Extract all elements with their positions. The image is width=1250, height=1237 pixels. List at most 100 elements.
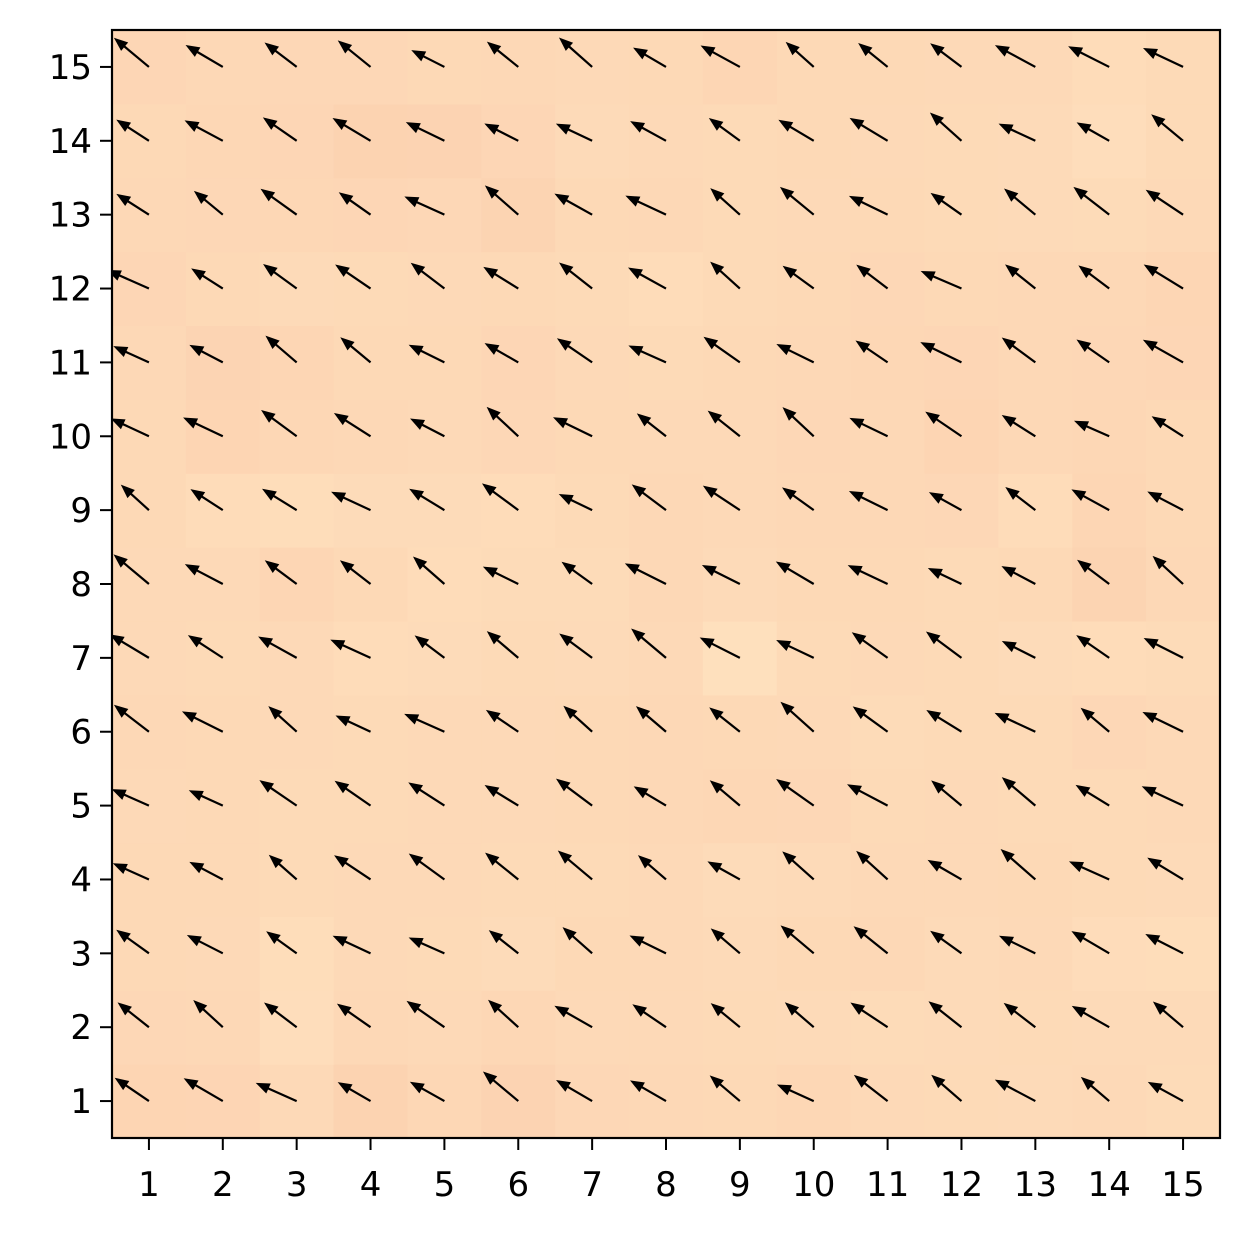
vector-arrow [184, 120, 224, 142]
vector-arrow [780, 701, 815, 733]
vector-arrow [998, 123, 1036, 142]
vector-arrow [185, 45, 224, 68]
vector-arrow [116, 193, 150, 216]
vector-arrow [775, 561, 815, 585]
heatmap-cell [333, 547, 409, 622]
vector-arrow [559, 262, 593, 290]
vector-arrow [630, 121, 667, 142]
vector-arrow [858, 43, 889, 68]
x-tick-label: 1 [138, 1165, 160, 1205]
heatmap-cell [702, 1064, 778, 1138]
vector-arrow [557, 850, 593, 881]
heatmap-cell [998, 916, 1073, 991]
heatmap-cell [185, 547, 261, 622]
x-tick-label: 13 [1014, 1165, 1057, 1205]
heatmap-cell [185, 103, 261, 179]
heatmap-cell [1072, 399, 1147, 474]
heatmap-cell [629, 768, 704, 844]
x-tick-label: 5 [434, 1165, 456, 1205]
heatmap-cell [555, 325, 630, 400]
heatmap-cell [481, 990, 556, 1065]
vector-arrow [331, 491, 371, 512]
heatmap-cell [555, 916, 630, 991]
vector-arrow [785, 41, 815, 68]
vector-arrow [405, 122, 445, 142]
heatmap-cell [998, 547, 1073, 622]
vector-arrow [994, 712, 1036, 733]
heatmap-cell [776, 325, 852, 400]
heatmap-cell [259, 547, 335, 622]
heatmap-cell [259, 620, 335, 696]
heatmap-cell [259, 177, 335, 253]
heatmap-cell [333, 694, 409, 770]
heatmap-cell [629, 251, 704, 327]
vector-arrow [264, 1002, 298, 1029]
y-tick-label: 12 [49, 270, 92, 310]
vector-arrow [848, 195, 889, 216]
vector-arrow [1075, 784, 1110, 807]
heatmap-cell [407, 916, 482, 991]
heatmap-cell [1146, 473, 1220, 548]
y-tick-label: 7 [70, 639, 92, 679]
heatmap-cell [259, 473, 335, 548]
heatmap-cell [407, 103, 482, 179]
x-tick-label: 8 [655, 1165, 677, 1205]
vector-arrow [707, 410, 741, 438]
heatmap-cell [185, 399, 261, 474]
heatmap-cell [481, 916, 556, 991]
heatmap-cell [333, 1064, 409, 1138]
vector-arrow [1145, 934, 1184, 955]
vector-arrow [409, 488, 445, 512]
vector-arrow [1143, 637, 1184, 659]
vector-arrow [852, 706, 889, 733]
heatmap-cell [481, 547, 556, 622]
heatmap-cell [924, 990, 999, 1065]
vector-arrow [117, 1002, 150, 1029]
heatmap-cell [333, 768, 409, 844]
heatmap-cell [185, 916, 261, 991]
heatmap-cell [1072, 990, 1147, 1065]
heatmap-cell [112, 916, 187, 991]
vector-arrow [702, 485, 741, 512]
vector-arrow [998, 935, 1036, 955]
heatmap-cell [1072, 916, 1147, 991]
vector-arrow [556, 338, 593, 364]
vector-arrow [484, 123, 519, 142]
vector-arrow [925, 631, 963, 659]
vector-arrow [263, 264, 298, 290]
heatmap-cell [185, 694, 261, 770]
vector-arrow [193, 1000, 224, 1029]
heatmap-cell [998, 325, 1073, 400]
vector-arrow [1142, 48, 1184, 68]
heatmap-cell [702, 620, 778, 696]
heatmap-cell [112, 620, 187, 696]
x-tick-label: 14 [1088, 1165, 1131, 1205]
heatmap-cell [555, 620, 630, 696]
heatmap-cell [702, 547, 778, 622]
heatmap-cell [998, 1064, 1073, 1138]
vector-arrow [1068, 861, 1110, 881]
heatmap-cell [259, 990, 335, 1065]
vector-arrow [112, 634, 150, 659]
vector-arrow [853, 1074, 889, 1102]
heatmap-cell [407, 30, 482, 105]
vector-arrow [340, 337, 372, 364]
vector-arrow [258, 636, 298, 659]
vector-arrow [337, 1082, 372, 1103]
vector-arrow [920, 270, 962, 290]
vector-arrow [255, 1082, 298, 1103]
vector-arrow [847, 565, 889, 585]
heatmap-cell [776, 620, 852, 696]
heatmap-cell [333, 251, 409, 327]
heatmap-cell [1146, 30, 1220, 105]
y-tick-label: 13 [49, 196, 92, 236]
vector-arrow [856, 264, 889, 290]
heatmap-cell [259, 1064, 335, 1138]
heatmap-cell [1146, 768, 1220, 844]
heatmap-cell [481, 620, 556, 696]
heatmap-cell [776, 177, 852, 253]
heatmap-cell [998, 620, 1073, 696]
heatmap-cell [629, 1064, 704, 1138]
heatmap-cell [776, 768, 852, 844]
vector-arrow [930, 930, 963, 955]
